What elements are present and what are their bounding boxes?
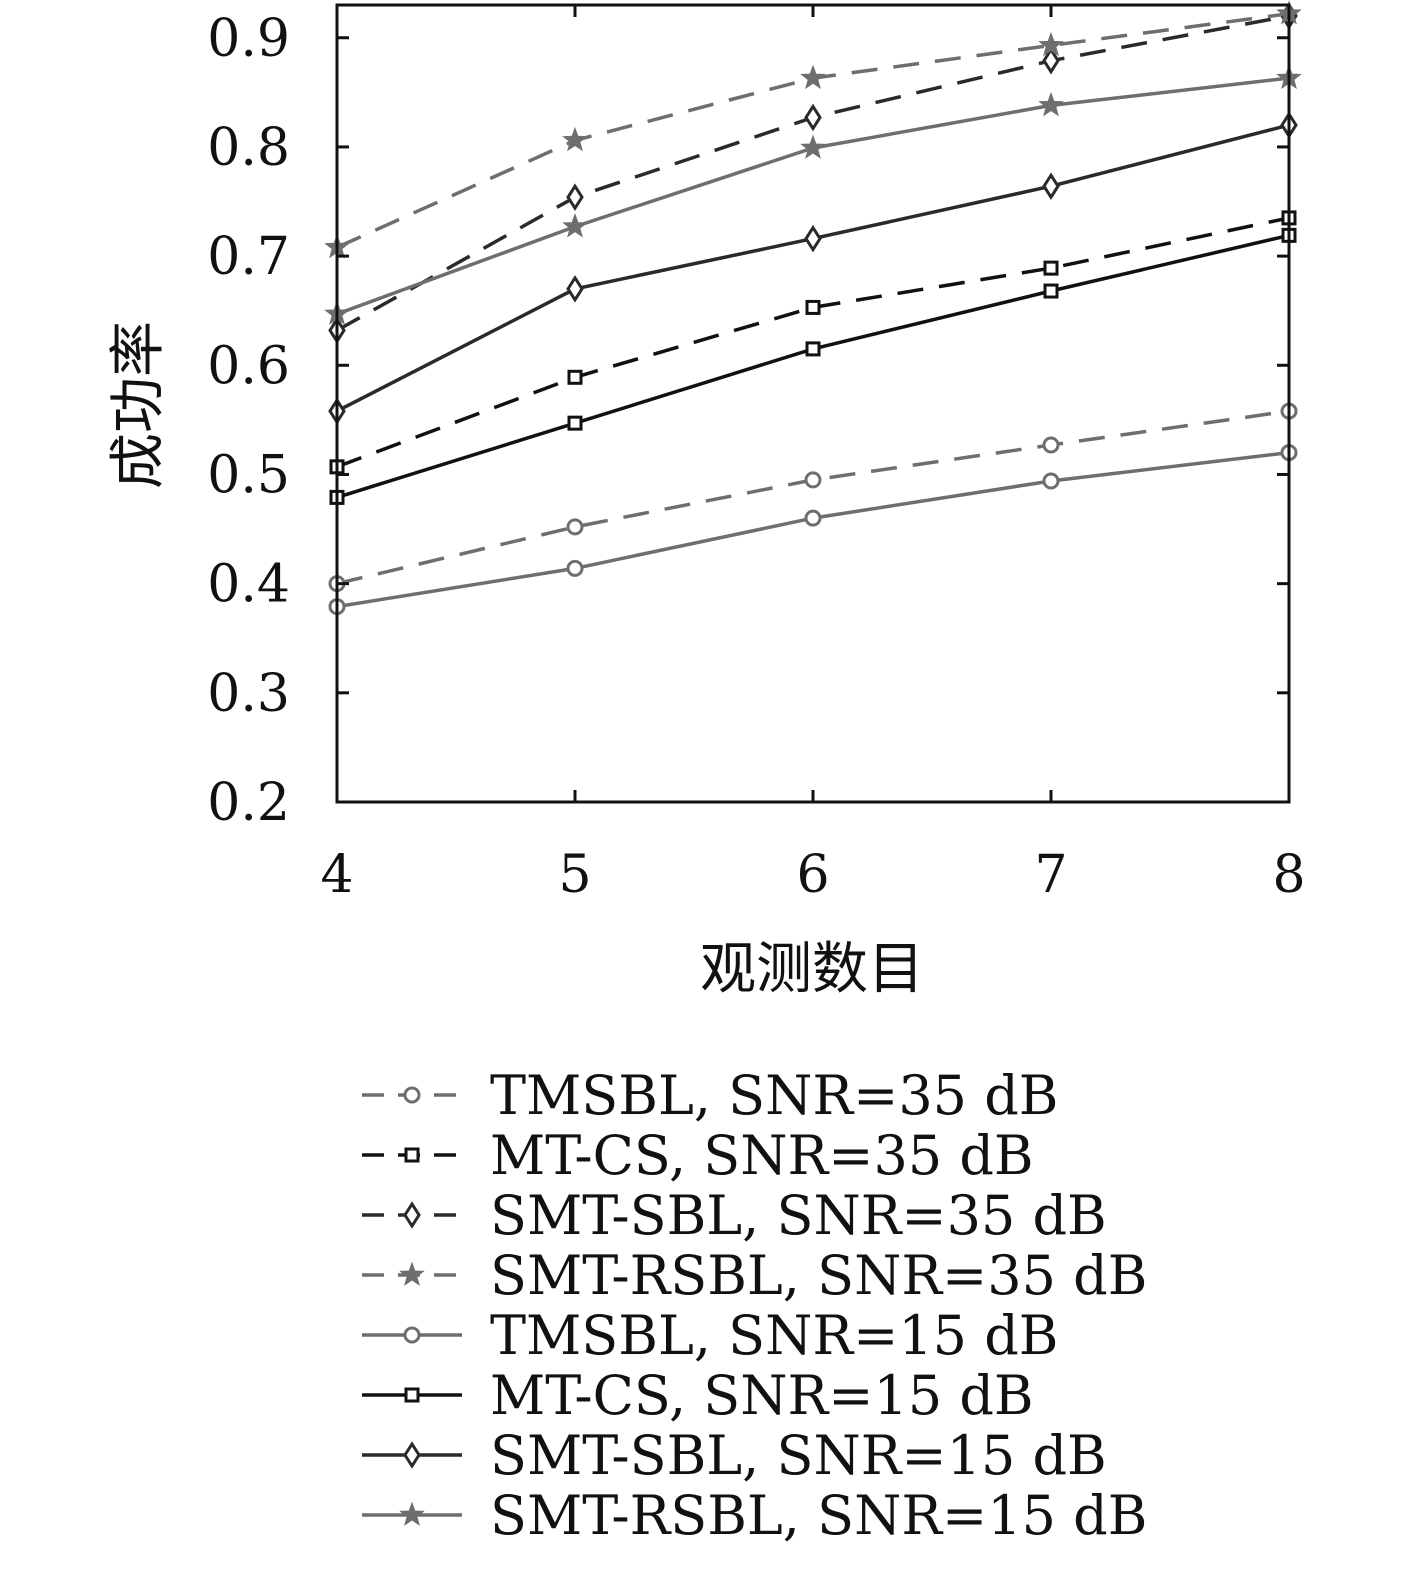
legend-label: MT-CS, SNR=35 dB	[490, 1124, 1034, 1187]
legend-label: SMT-RSBL, SNR=35 dB	[490, 1244, 1147, 1307]
data-point-star	[800, 64, 826, 90]
x-tick-label: 6	[796, 845, 829, 905]
series-line	[336, 409, 1290, 586]
legend-marker	[403, 1201, 421, 1229]
y-tick-label: 0.5	[207, 445, 290, 505]
legend-entry: SMT-RSBL, SNR=15 dB	[362, 1484, 1147, 1547]
y-tick-label: 0.7	[207, 227, 290, 287]
data-point-diamond	[1042, 46, 1060, 75]
data-point-star	[1038, 31, 1064, 57]
data-point-circle	[566, 518, 584, 536]
x-tick-label: 8	[1272, 845, 1305, 905]
data-point-star	[562, 213, 588, 238]
data-point-circle	[804, 471, 822, 489]
data-point-square	[805, 299, 821, 315]
data-point-diamond	[1042, 172, 1060, 201]
data-point-star	[800, 134, 826, 159]
legend-entry: SMT-SBL, SNR=35 dB	[362, 1184, 1107, 1247]
data-point-circle	[1042, 436, 1060, 454]
series-5	[328, 444, 1298, 616]
data-point-square	[1043, 260, 1059, 276]
data-point-circle	[566, 559, 584, 577]
data-point-square	[1043, 283, 1059, 299]
data-point-circle	[804, 509, 822, 527]
legend-marker	[404, 1387, 420, 1403]
legend-entry: SMT-RSBL, SNR=35 dB	[362, 1244, 1147, 1307]
series-1	[328, 402, 1298, 593]
y-tick-label: 0.6	[207, 336, 290, 396]
series-2	[329, 210, 1297, 475]
legend-label: TMSBL, SNR=15 dB	[490, 1304, 1058, 1367]
data-point-diamond	[804, 224, 822, 253]
legend-marker	[403, 1086, 421, 1104]
x-tick-label: 7	[1034, 845, 1067, 905]
legend-marker	[399, 1261, 425, 1286]
y-axis-label: 成功率	[106, 321, 171, 489]
y-tick-label: 0.3	[207, 664, 290, 724]
x-tick-label: 4	[320, 845, 353, 905]
series-line	[336, 233, 1290, 500]
series-6	[329, 227, 1297, 505]
ticks-layer: 0.2 0.3 0.4 0.5 0.6 0.7 0.8 0.9 4 5 6 7 8	[207, 5, 1306, 905]
y-tick-label: 0.8	[207, 118, 290, 178]
legend-entry: TMSBL, SNR=35 dB	[362, 1064, 1058, 1127]
data-point-star	[562, 126, 588, 152]
legend-entry: MT-CS, SNR=35 dB	[362, 1124, 1034, 1187]
series-7	[328, 111, 1298, 425]
legend-label: SMT-SBL, SNR=35 dB	[490, 1184, 1107, 1247]
legend-entry: TMSBL, SNR=15 dB	[362, 1304, 1058, 1367]
legend-label: SMT-RSBL, SNR=15 dB	[490, 1484, 1147, 1547]
legend-label: SMT-SBL, SNR=15 dB	[490, 1424, 1107, 1487]
legend-entry: MT-CS, SNR=15 dB	[362, 1364, 1034, 1427]
legend-marker	[403, 1326, 421, 1344]
legend-label: MT-CS, SNR=15 dB	[490, 1364, 1034, 1427]
legend-marker	[404, 1147, 420, 1163]
series-3	[328, 2, 1298, 345]
x-tick-label: 5	[558, 845, 591, 905]
legend-label: TMSBL, SNR=35 dB	[490, 1064, 1058, 1127]
legend-marker	[399, 1501, 425, 1526]
legend-entry: SMT-SBL, SNR=15 dB	[362, 1424, 1107, 1487]
data-point-diamond	[566, 183, 584, 211]
series-layer	[324, 0, 1302, 616]
data-point-square	[567, 369, 583, 385]
series-line	[336, 14, 1290, 332]
data-point-diamond	[566, 275, 584, 303]
data-point-square	[567, 415, 583, 431]
data-point-star	[1038, 91, 1064, 117]
series-line	[336, 216, 1290, 469]
y-tick-label: 0.2	[207, 773, 290, 833]
data-point-diamond	[804, 103, 822, 132]
legend-marker	[403, 1441, 421, 1469]
y-tick-label: 0.4	[207, 555, 290, 615]
data-point-circle	[1042, 472, 1060, 490]
x-axis-label: 观测数目	[700, 937, 924, 1002]
data-point-square	[805, 341, 821, 357]
y-tick-label: 0.9	[207, 9, 290, 69]
